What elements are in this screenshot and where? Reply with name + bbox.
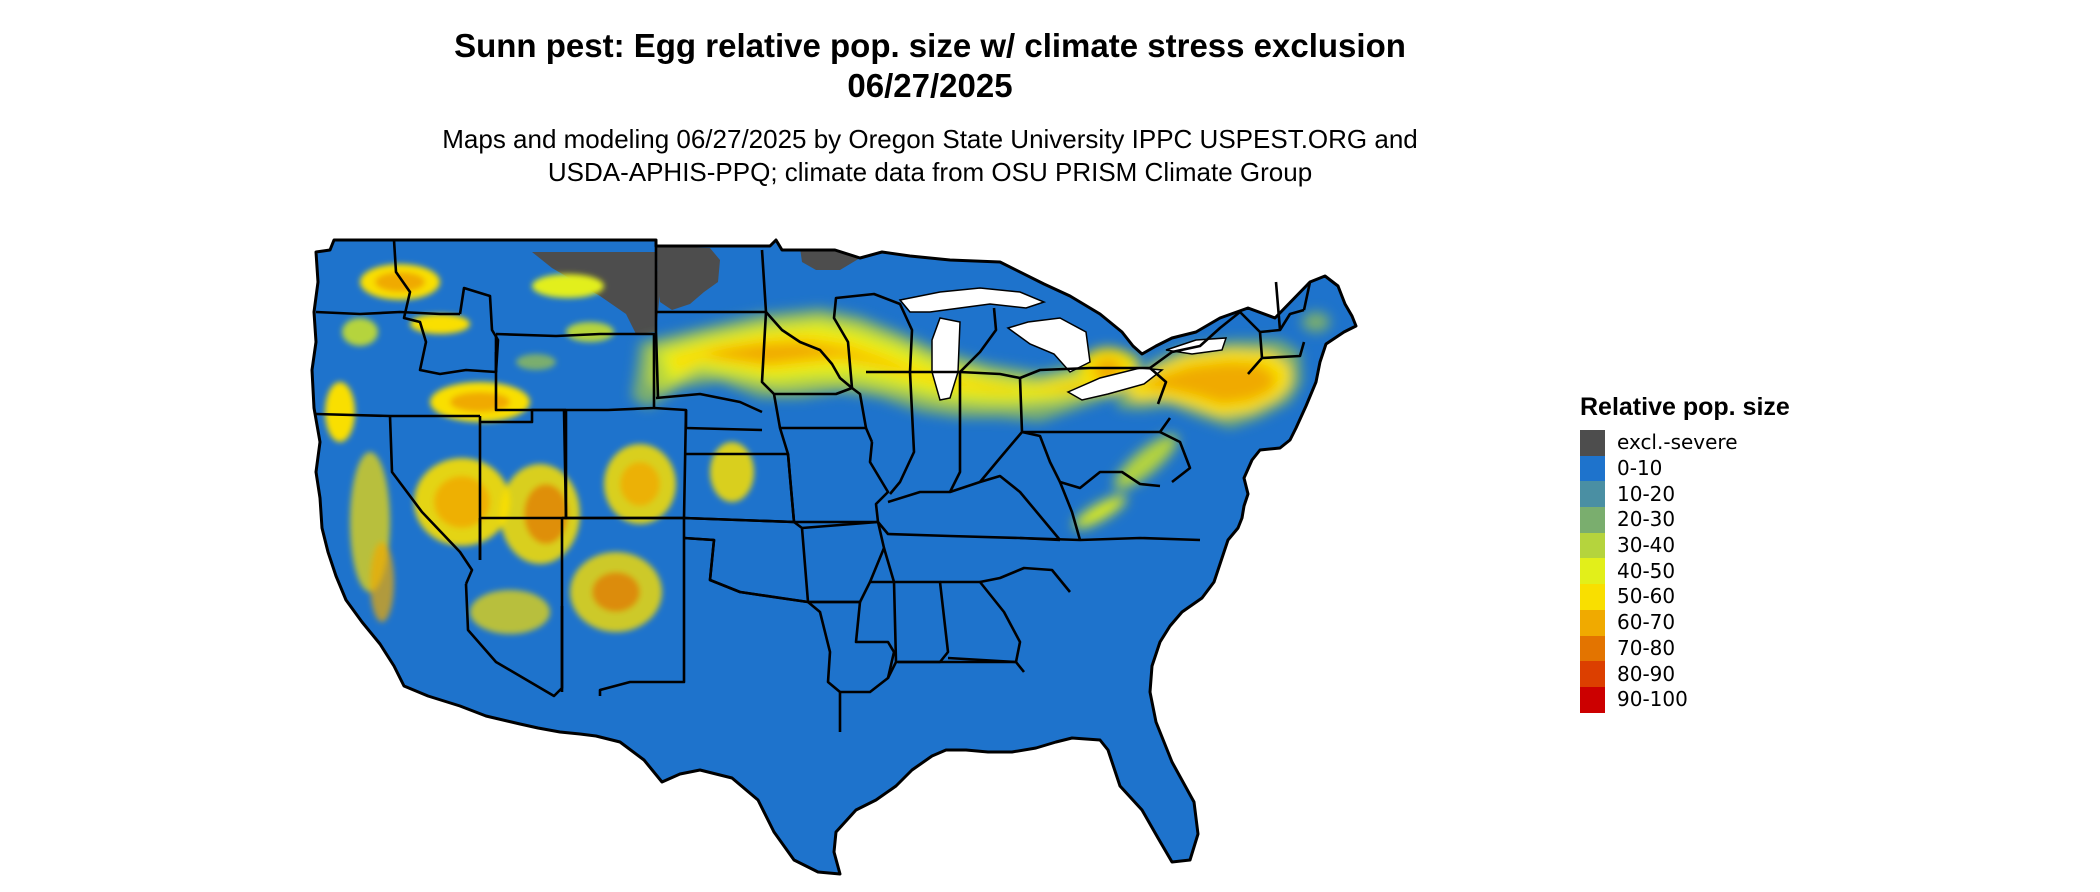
legend-label: 30-40 (1617, 533, 1676, 558)
legend-label: 0-10 (1617, 456, 1663, 481)
state-boundaries (315, 239, 1312, 732)
legend-item: 50-60 (1580, 584, 1900, 610)
legend-item: 90-100 (1580, 686, 1900, 713)
legend-swatch (1580, 455, 1605, 482)
map-date: 06/27/2025 (847, 67, 1013, 104)
legend-item: 60-70 (1580, 609, 1900, 636)
legend-label: 40-50 (1617, 558, 1676, 583)
legend-item: excl.-severe (1580, 430, 1900, 456)
legend-item: 10-20 (1580, 481, 1900, 508)
legend-item: 20-30 (1580, 507, 1900, 533)
legend: Relative pop. size excl.-severe 0-10 10-… (1580, 392, 1900, 713)
legend-label: 60-70 (1617, 610, 1676, 635)
legend-label: 50-60 (1617, 584, 1676, 609)
legend-swatch (1580, 686, 1605, 713)
legend-swatch (1580, 558, 1605, 585)
legend-item: 40-50 (1580, 558, 1900, 585)
legend-item: 80-90 (1580, 661, 1900, 687)
northeast-zones (1073, 312, 1330, 529)
legend-label: 80-90 (1617, 661, 1676, 686)
legend-title: Relative pop. size (1580, 393, 1790, 421)
legend-swatch (1580, 481, 1605, 508)
map-subtitle-line1: Maps and modeling 06/27/2025 by Oregon S… (442, 124, 1418, 154)
legend-item: 30-40 (1580, 532, 1900, 559)
legend-swatch (1580, 661, 1605, 687)
northwest-zones (325, 264, 614, 442)
great-lakes (898, 287, 1228, 401)
map-title: Sunn pest: Egg relative pop. size w/ cli… (454, 27, 1406, 64)
legend-item: 70-80 (1580, 635, 1900, 662)
legend-label: 10-20 (1617, 481, 1676, 506)
legend-swatch (1580, 609, 1605, 636)
legend-label: excl.-severe (1617, 430, 1738, 455)
risk-zones (325, 246, 1330, 634)
legend-label: 90-100 (1617, 687, 1688, 712)
map-subtitle-line2: USDA-APHIS-PPQ; climate data from OSU PR… (547, 157, 1313, 187)
us-map (310, 238, 1358, 876)
legend-label: 70-80 (1617, 635, 1676, 660)
legend-swatch (1580, 532, 1605, 559)
legend-swatch (1580, 430, 1605, 456)
west-mountain-zones (350, 442, 754, 634)
legend-label: 20-30 (1617, 507, 1676, 532)
legend-swatch (1580, 507, 1605, 533)
legend-swatch (1580, 584, 1605, 610)
legend-items: excl.-severe 0-10 10-20 20-30 30-40 40-5… (1580, 430, 1900, 713)
midwest-band (632, 308, 1140, 422)
us-outline (310, 238, 1358, 876)
legend-swatch (1580, 635, 1605, 662)
legend-item: 0-10 (1580, 455, 1900, 482)
